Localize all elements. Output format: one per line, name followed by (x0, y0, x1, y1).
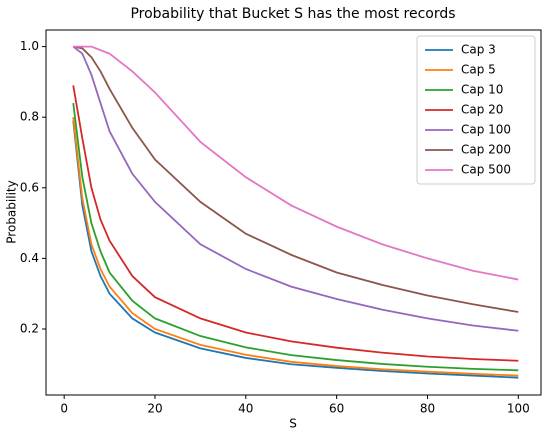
y-axis-label: Probability (5, 180, 19, 243)
series-line (72, 85, 519, 362)
x-tick-label: 60 (329, 402, 344, 416)
legend-label: Cap 3 (461, 43, 496, 57)
chart-title: Probability that Bucket S has the most r… (130, 6, 455, 22)
y-tick-label: 0.6 (20, 180, 39, 194)
series-line (72, 45, 519, 332)
legend-label: Cap 200 (461, 143, 511, 157)
series-line (73, 45, 519, 281)
y-tick-label: 0.8 (20, 110, 39, 124)
legend-label: Cap 500 (461, 163, 511, 177)
series-line (72, 102, 519, 372)
legend-box (416, 35, 536, 185)
series-line (72, 120, 519, 379)
x-tick-label: 80 (420, 402, 435, 416)
y-tick-label: 0.4 (20, 251, 39, 265)
legend-label: Cap 5 (461, 63, 496, 77)
series-line (73, 45, 519, 313)
x-tick-label: 0 (60, 402, 68, 416)
x-tick-label: 40 (238, 402, 253, 416)
series-line (72, 117, 519, 377)
x-axis-label: S (289, 417, 297, 431)
x-tick-label: 100 (507, 402, 530, 416)
x-tick-label: 20 (147, 402, 162, 416)
y-tick-label: 1.0 (20, 39, 39, 53)
y-tick-label: 0.2 (20, 321, 39, 335)
legend-label: Cap 20 (461, 103, 503, 117)
legend-label: Cap 100 (461, 123, 511, 137)
plot-frame (45, 29, 542, 396)
legend-label: Cap 10 (461, 83, 503, 97)
